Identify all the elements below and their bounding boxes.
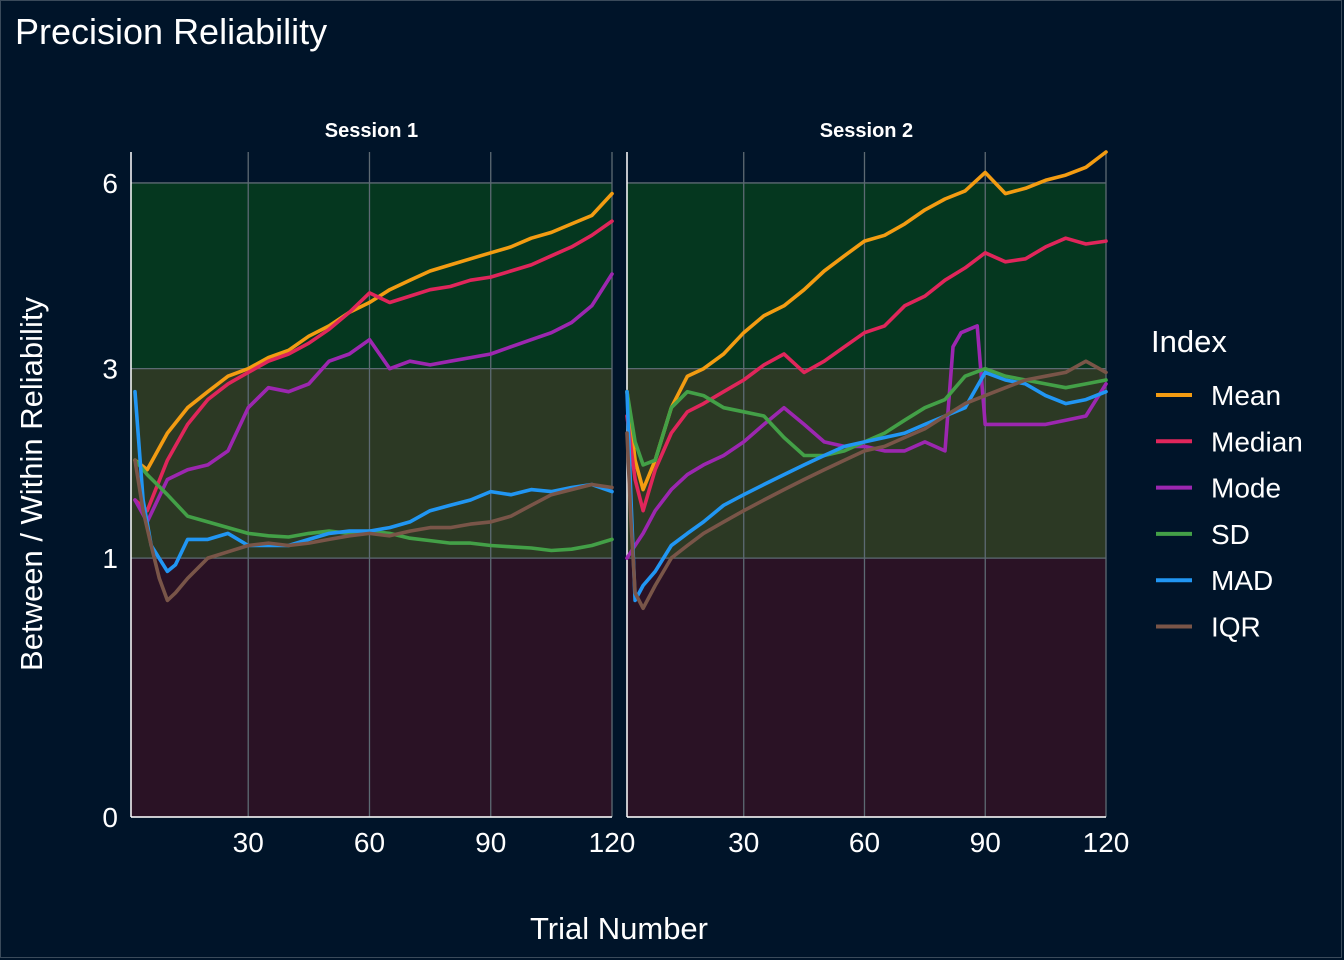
panel-strip-label: Session 2 — [820, 120, 913, 142]
legend-label: IQR — [1211, 612, 1261, 643]
legend-label: Mode — [1211, 473, 1281, 504]
panel-strip-label: Session 1 — [325, 120, 418, 142]
legend-item-mean: Mean — [1156, 380, 1281, 411]
reliability-band-1 — [627, 558, 1106, 817]
series-line-sd — [625, 366, 1108, 467]
x-tick-label: 90 — [970, 827, 1001, 858]
x-axis-title: Trial Number — [530, 911, 708, 946]
y-tick-label: 3 — [102, 354, 118, 385]
legend-label: Mean — [1211, 380, 1281, 411]
x-tick-label: 60 — [849, 827, 880, 858]
y-tick-label: 0 — [102, 802, 118, 833]
panel-1: Session 1 30 60 90 120 — [130, 120, 636, 858]
legend-title: Index — [1151, 324, 1227, 359]
y-axis-title: Between / Within Reliability — [14, 297, 49, 671]
series-line-mode — [133, 272, 614, 524]
chart-title: Precision Reliability — [15, 11, 327, 52]
series-line-mean — [133, 191, 614, 472]
legend-item-iqr: IQR — [1156, 612, 1261, 643]
legend-item-median: Median — [1156, 426, 1303, 457]
legend-item-mad: MAD — [1156, 565, 1273, 596]
x-tick-label: 90 — [475, 827, 506, 858]
x-tick-label: 120 — [589, 827, 636, 858]
reliability-band-1 — [131, 558, 612, 817]
series-line-median — [625, 236, 1108, 513]
y-tick-label: 1 — [102, 543, 118, 574]
reliability-band-2 — [627, 368, 1106, 559]
legend-label: SD — [1211, 519, 1250, 550]
series-line-median — [133, 219, 614, 513]
legend-item-sd: SD — [1156, 519, 1250, 550]
series-line-mad — [133, 389, 614, 574]
legend: Index Mean Median Mode SD MAD IQR — [1151, 324, 1303, 643]
panels: Session 1 30 60 90 120 Session 2 30 60 90 120 — [130, 120, 1130, 858]
x-tick-label: 30 — [728, 827, 759, 858]
legend-item-mode: Mode — [1156, 473, 1281, 504]
y-axis: 0 1 3 6 — [102, 168, 118, 833]
y-tick-label: 6 — [102, 168, 118, 199]
series-line-iqr — [133, 458, 614, 603]
panel-2: Session 2 30 60 90 120 — [625, 120, 1130, 858]
legend-label: Median — [1211, 426, 1303, 457]
reliability-band-3 — [627, 182, 1106, 369]
x-tick-label: 120 — [1083, 827, 1130, 858]
x-tick-label: 60 — [354, 827, 385, 858]
legend-label: MAD — [1211, 565, 1273, 596]
series-line-mean — [625, 150, 1108, 492]
series-line-iqr — [625, 359, 1108, 611]
x-tick-label: 30 — [233, 827, 264, 858]
